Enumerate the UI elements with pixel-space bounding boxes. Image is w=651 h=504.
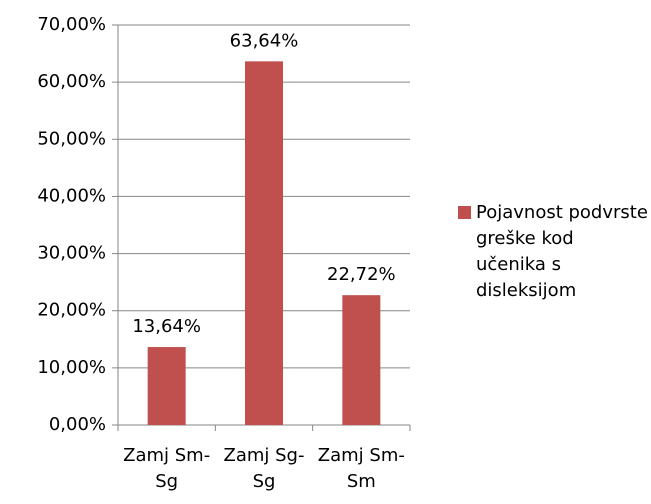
bar [245, 61, 283, 425]
y-tick-label: 50,00% [37, 128, 106, 149]
y-tick-label: 10,00% [37, 357, 106, 378]
legend-swatch [458, 206, 471, 219]
x-tick-label: Zamj Sm-Sg [123, 445, 211, 492]
y-tick-label: 20,00% [37, 300, 106, 321]
y-tick-label: 0,00% [49, 414, 106, 435]
y-tick-label: 30,00% [37, 243, 106, 264]
legend-label: Pojavnost podvrste greške kod učenika s … [476, 202, 648, 301]
bar [147, 347, 186, 425]
y-tick-label: 60,00% [37, 71, 106, 92]
value-label: 63,64% [230, 30, 299, 51]
value-label: 13,64% [132, 316, 201, 337]
y-tick-label: 70,00% [37, 14, 106, 35]
y-tick-label: 40,00% [37, 185, 106, 206]
value-label: 22,72% [327, 264, 396, 285]
bar [342, 295, 381, 425]
x-tick-label: Zamj Sm-Sm [317, 445, 405, 492]
x-tick-label: Zamj Sg-Sg [223, 445, 305, 492]
